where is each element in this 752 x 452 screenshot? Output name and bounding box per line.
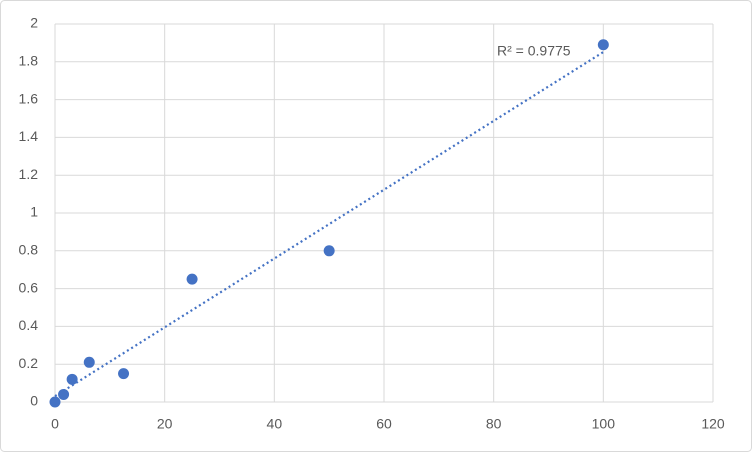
x-tick-label: 80 bbox=[486, 416, 502, 432]
y-tick-label: 0.6 bbox=[19, 279, 39, 295]
point bbox=[66, 373, 78, 385]
x-tick-label: 120 bbox=[701, 416, 725, 432]
y-tick-label: 1.2 bbox=[19, 166, 39, 182]
x-tick-label: 20 bbox=[157, 416, 173, 432]
y-tick-label: 1.8 bbox=[19, 53, 39, 69]
x-tick-label: 60 bbox=[376, 416, 392, 432]
x-tick-label: 0 bbox=[51, 416, 59, 432]
point bbox=[323, 245, 335, 257]
x-tick-label: 40 bbox=[267, 416, 283, 432]
point bbox=[58, 388, 70, 400]
annotation: R² = 0.9775 bbox=[497, 43, 571, 59]
y-tick-label: 1.4 bbox=[19, 128, 39, 144]
y-tick-label: 0 bbox=[30, 393, 38, 409]
y-tick-label: 0.4 bbox=[19, 317, 39, 333]
y-tick-label: 0.8 bbox=[19, 242, 39, 258]
y-tick-label: 0.2 bbox=[19, 355, 39, 371]
point bbox=[49, 396, 61, 408]
point bbox=[597, 39, 609, 51]
point bbox=[186, 273, 198, 285]
x-tick-label: 100 bbox=[592, 416, 616, 432]
y-tick-label: 1 bbox=[30, 204, 38, 220]
point bbox=[118, 368, 130, 380]
point bbox=[83, 356, 95, 368]
y-tick-label: 2 bbox=[30, 15, 38, 31]
y-tick-label: 1.6 bbox=[19, 90, 39, 106]
